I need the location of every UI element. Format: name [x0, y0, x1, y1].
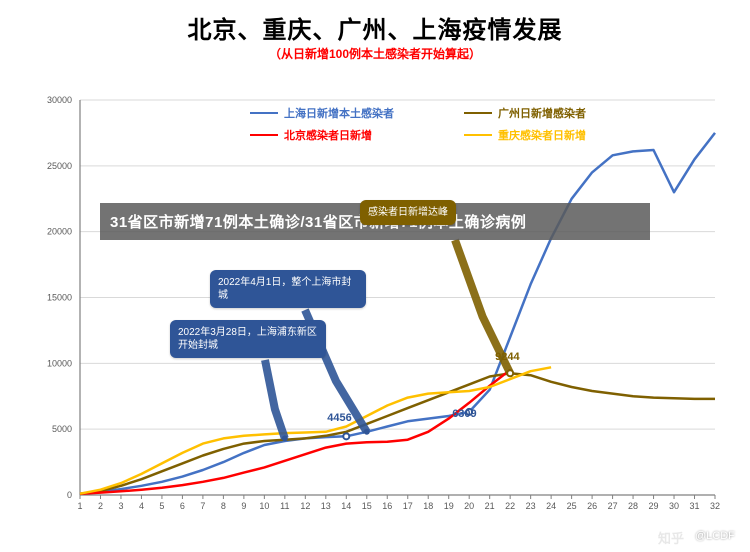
x-tick-label: 18: [423, 501, 433, 511]
x-tick-label: 21: [485, 501, 495, 511]
y-tick-label: 30000: [47, 95, 72, 105]
x-tick-label: 15: [362, 501, 372, 511]
x-tick-label: 27: [608, 501, 618, 511]
watermark-text: @LCDF: [695, 530, 735, 542]
x-tick-label: 32: [710, 501, 720, 511]
x-tick-label: 24: [546, 501, 556, 511]
x-tick-label: 8: [221, 501, 226, 511]
x-tick-label: 12: [300, 501, 310, 511]
x-tick-label: 14: [341, 501, 351, 511]
x-tick-label: 20: [464, 501, 474, 511]
plot-svg: 0500010000150002000025000300001234567891…: [80, 95, 720, 515]
x-tick-label: 22: [505, 501, 515, 511]
x-tick-label: 17: [403, 501, 413, 511]
x-tick-label: 4: [139, 501, 144, 511]
x-tick-label: 28: [628, 501, 638, 511]
x-tick-label: 31: [690, 501, 700, 511]
data-label: 4456: [327, 412, 351, 424]
y-tick-label: 25000: [47, 161, 72, 171]
x-tick-label: 30: [669, 501, 679, 511]
x-tick-label: 13: [321, 501, 331, 511]
data-label: 9244: [495, 351, 519, 363]
x-tick-label: 5: [159, 501, 164, 511]
x-tick-label: 3: [118, 501, 123, 511]
chart-title: 北京、重庆、广州、上海疫情发展: [25, 10, 725, 45]
x-tick-label: 10: [259, 501, 269, 511]
x-tick-label: 23: [526, 501, 536, 511]
x-tick-label: 11: [280, 501, 289, 511]
plot-area: 0500010000150002000025000300001234567891…: [80, 95, 720, 515]
x-tick-label: 19: [444, 501, 454, 511]
x-tick-label: 26: [587, 501, 597, 511]
callout: 2022年4月1日，整个上海市封城: [210, 270, 366, 308]
data-label: 6309: [452, 408, 476, 420]
callout: 感染者日新增达峰: [360, 200, 456, 225]
chart-container: 北京、重庆、广州、上海疫情发展 （从日新增100例本土感染者开始算起） 上海日新…: [25, 10, 725, 530]
y-tick-label: 0: [67, 490, 72, 500]
zhihu-logo: 知乎: [658, 528, 684, 547]
x-tick-label: 7: [200, 501, 205, 511]
callout: 2022年3月28日，上海浦东新区开始封城: [170, 320, 326, 358]
y-tick-label: 5000: [52, 424, 72, 434]
x-tick-label: 29: [649, 501, 659, 511]
y-tick-label: 10000: [47, 358, 72, 368]
x-tick-label: 25: [567, 501, 577, 511]
y-tick-label: 15000: [47, 293, 72, 303]
x-tick-label: 16: [382, 501, 392, 511]
series-guangzhou: [80, 373, 715, 493]
x-tick-label: 6: [180, 501, 185, 511]
y-tick-label: 20000: [47, 227, 72, 237]
x-tick-label: 1: [77, 501, 82, 511]
x-tick-label: 9: [241, 501, 246, 511]
x-tick-label: 2: [98, 501, 103, 511]
chart-subtitle: （从日新增100例本土感染者开始算起）: [25, 45, 725, 62]
